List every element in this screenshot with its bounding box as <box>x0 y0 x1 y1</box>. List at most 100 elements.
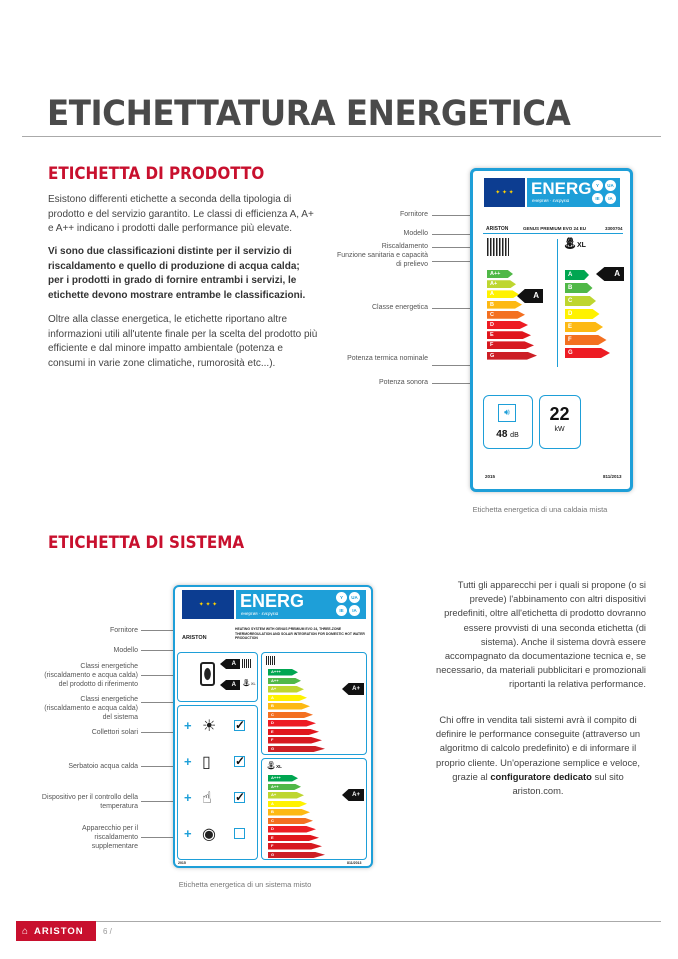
energy-class-bar: A++ <box>487 270 513 278</box>
energy-class-bar: F <box>565 335 607 345</box>
system-heading: ETICHETTA DI SISTEMA <box>48 533 245 552</box>
energy-class-bar: A+ <box>268 686 304 693</box>
eu-flag-icon: ✦ ✦ ✦ <box>484 178 525 207</box>
label-potenza-sonora: Potenza sonora <box>378 379 428 386</box>
energy-class-bar: A++ <box>268 783 301 790</box>
configuratore-link[interactable]: configuratore dedicato <box>490 770 592 782</box>
supplementary-heater-icon: ◉ <box>202 826 216 843</box>
component-checkbox[interactable]: ✓ <box>234 718 246 732</box>
footer-divider <box>96 921 661 922</box>
energy-class-bar: C <box>487 310 525 319</box>
energy-class-bar: C <box>268 817 313 824</box>
product-heating-class: A <box>220 659 240 669</box>
system-heating-class: A+ <box>342 683 364 695</box>
plus-icon: + <box>184 718 192 733</box>
hot-water-tank-icon: ▯ <box>202 754 211 771</box>
label-collettori: Collettori solari <box>91 729 138 736</box>
product-paragraph-3: Oltre alla classe energetica, le etichet… <box>48 314 318 369</box>
tap-icon: ⛲︎XL <box>563 238 586 250</box>
energy-class-bar: E <box>565 322 603 332</box>
xl-text: XL <box>576 242 586 249</box>
plus-icon: + <box>184 790 192 805</box>
label-regulation: 811/2013 <box>603 474 622 479</box>
components-panel: + ☀︎ ✓ + ▯ ✓ + ☝︎ ✓ + ◉ <box>177 705 258 860</box>
energy-class-bar: D <box>268 826 316 833</box>
energy-class-bar: A <box>268 800 307 807</box>
energy-class-bar: C <box>565 296 596 306</box>
product-paragraph-2: Vi sono due classificazioni distinte per… <box>48 246 306 301</box>
power-unit: kW <box>554 426 565 433</box>
leader-line <box>432 215 492 216</box>
language-badge: UA <box>605 180 616 191</box>
product-heading: ETICHETTA DI PRODOTTO <box>48 164 265 183</box>
language-badge: IE <box>592 193 603 204</box>
energy-class-bar: B <box>565 283 593 293</box>
power-value: 22 <box>549 404 570 424</box>
plus-icon: + <box>184 754 192 769</box>
model-name: GENUS PREMIUM EVO 24 EU <box>523 226 587 231</box>
energy-class-bar: A <box>487 290 519 299</box>
label-sanitaria: Funzione sanitaria e capacità di preliev… <box>336 252 428 268</box>
energy-class-bar: G <box>565 348 610 358</box>
water-class-arrow: A <box>596 267 624 281</box>
leader-line <box>141 732 193 733</box>
component-checkbox[interactable]: ✓ <box>234 754 246 768</box>
label-apparecchio: Apparecchio per il riscaldamento supplem… <box>81 825 138 850</box>
leader-line <box>141 675 197 676</box>
supplier-brand: ARISTON <box>182 635 207 641</box>
radiator-icon <box>242 659 251 668</box>
energy-class-bar: E <box>268 834 319 841</box>
supplier-brand: ARISTON <box>486 226 509 232</box>
label-year: 2015 <box>485 474 496 479</box>
energy-class-bar: G <box>487 351 537 360</box>
divider <box>557 239 558 367</box>
label-classi-prodotto: Classi energetiche (riscaldamento e acqu… <box>44 663 138 688</box>
component-checkbox[interactable]: ✓ <box>234 790 246 804</box>
energ-header: ENERG енергия · ενεργεια Y UA IE IA <box>527 178 620 207</box>
system-water-class: A+ <box>342 789 364 801</box>
energy-class-bar: B <box>487 300 522 309</box>
energy-class-bar: A <box>268 694 307 701</box>
system-description: HEATING SYSTEM WITH GENUS PREMIUM EVO 24… <box>235 627 365 640</box>
energy-class-bar: D <box>268 720 316 727</box>
energy-class-bar: E <box>487 331 531 340</box>
energy-class-bar: F <box>268 843 322 850</box>
leader-line <box>432 383 504 384</box>
language-badge: IE <box>336 605 347 616</box>
label-potenza-termica: Potenza termica nominale <box>347 355 428 362</box>
boiler-icon <box>200 662 215 686</box>
system-heating-panel: A+++ A++ A+ A B C D E F G A+ <box>261 652 367 755</box>
model-code: 3300704 <box>605 226 623 231</box>
energy-class-bar: A+++ <box>268 669 298 676</box>
power-box: 22 kW <box>539 395 581 449</box>
label-modello: Modello <box>403 230 428 237</box>
energ-subtext: енергия · ενεργεια <box>532 198 570 203</box>
leader-line <box>432 247 487 248</box>
product-water-class: A <box>220 680 240 690</box>
solar-collectors-icon: ☀︎ <box>202 718 217 735</box>
energ-subtext: енергия · ενεργεια <box>241 611 279 616</box>
energy-class-bar: G <box>268 851 325 858</box>
energy-class-bar: A+ <box>268 792 304 799</box>
energy-class-bar: A+++ <box>268 775 298 782</box>
system-water-panel: ⛲︎XL A+++ A++ A+ A B C D E F G A+ <box>261 758 367 860</box>
energy-class-bar: B <box>268 703 310 710</box>
reference-product-panel: A A ⛲︎XL <box>177 652 258 702</box>
label-dispositivo: Dispositivo per il controllo della tempe… <box>41 794 138 810</box>
label-classi-sistema: Classi energetiche (riscaldamento e acqu… <box>44 696 138 721</box>
divider <box>483 233 623 234</box>
component-checkbox[interactable] <box>234 828 245 839</box>
energ-text: ENERG <box>531 179 592 198</box>
energy-class-bar: G <box>268 745 325 752</box>
title-divider <box>22 136 661 137</box>
system-energy-label: ✦ ✦ ✦ ENERG енергия · ενεργεια Y UA IE IA A… <box>173 585 373 868</box>
product-paragraph-1: Esistono differenti etichette a seconda … <box>48 194 314 235</box>
language-badge: Y <box>592 180 603 191</box>
energy-class-bar: A+ <box>487 280 516 289</box>
temperature-control-icon: ☝︎ <box>202 790 212 807</box>
energy-class-bar: B <box>268 809 310 816</box>
label-serbatoio: Serbatoio acqua calda <box>68 763 138 770</box>
energy-class-bar: F <box>268 737 322 744</box>
language-badge: Y <box>336 592 347 603</box>
language-badge: IA <box>605 193 616 204</box>
